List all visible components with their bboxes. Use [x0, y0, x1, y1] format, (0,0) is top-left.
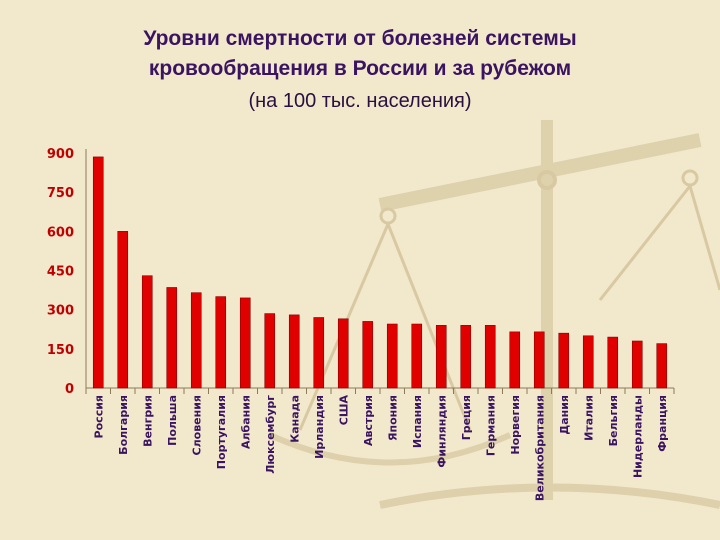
x-category-label: Великобритания — [533, 395, 546, 501]
x-category-label: Норвегия — [509, 395, 522, 455]
x-category-label: Германия — [484, 395, 497, 456]
x-category-label: Канада — [288, 395, 301, 443]
x-category-label: Дания — [558, 395, 571, 435]
bar — [631, 340, 643, 389]
y-tick-label: 300 — [47, 304, 74, 319]
x-category-label: Австрия — [362, 395, 375, 446]
x-category-label: Бельгия — [607, 395, 620, 446]
bar — [117, 231, 129, 389]
y-tick-label: 450 — [47, 265, 74, 280]
bar — [264, 313, 276, 389]
bar — [460, 325, 472, 389]
y-tick-label: 750 — [47, 186, 74, 201]
bar — [337, 318, 349, 389]
bar — [558, 332, 570, 389]
x-category-label: Венгрия — [141, 395, 154, 447]
bar — [362, 321, 374, 389]
bar — [288, 314, 300, 389]
bar — [582, 335, 594, 389]
chart-subtitle: (на 100 тыс. населения) — [248, 90, 472, 112]
bar — [92, 156, 104, 389]
bar — [386, 323, 398, 389]
bar — [533, 331, 545, 389]
x-category-label: Люксембург — [264, 395, 277, 474]
x-category-label: Нидерланды — [631, 395, 644, 478]
x-category-label: Албания — [239, 395, 252, 449]
chart-title-line-1: Уровни смертности от болезней системы — [143, 27, 577, 50]
x-category-label: Италия — [582, 395, 595, 441]
x-category-label: Япония — [386, 395, 399, 441]
y-tick-label: 900 — [47, 147, 74, 162]
y-tick-label: 0 — [65, 382, 74, 397]
bar — [607, 336, 619, 389]
bar — [313, 317, 325, 389]
x-category-label: США — [337, 395, 350, 426]
bar — [141, 275, 153, 389]
bar — [435, 325, 447, 389]
x-category-label: Франция — [656, 395, 669, 452]
bar — [411, 323, 423, 389]
bar — [509, 331, 521, 389]
x-category-label: Греция — [460, 395, 473, 440]
chart-title-line-2: кровообращения в России и за рубежом — [148, 57, 572, 80]
x-category-label: Финляндия — [435, 395, 448, 468]
bar — [239, 297, 251, 389]
x-category-label: Польша — [166, 395, 179, 446]
x-category-label: Болгария — [117, 395, 130, 455]
x-category-label: Россия — [92, 395, 105, 438]
y-tick-label: 600 — [47, 225, 74, 240]
bar — [215, 296, 227, 389]
bar — [484, 325, 496, 389]
x-category-label: Ирландия — [313, 395, 326, 459]
bar — [656, 343, 668, 389]
x-category-label: Испания — [411, 395, 424, 448]
y-tick-label: 150 — [47, 343, 74, 358]
bar — [166, 287, 178, 389]
x-category-label: Словения — [190, 395, 203, 455]
x-category-label: Португалия — [215, 395, 228, 469]
bar — [190, 292, 202, 389]
